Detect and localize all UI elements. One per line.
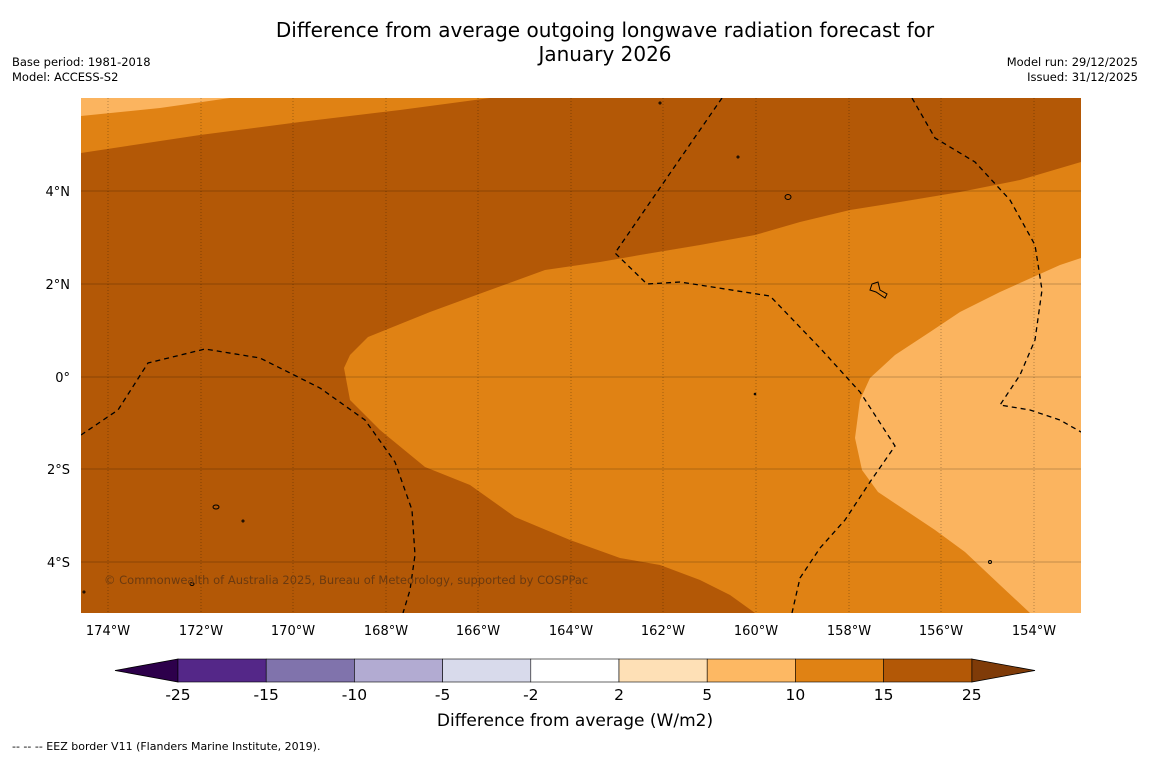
model-name: Model: ACCESS-S2 <box>12 70 119 84</box>
colorbar-tick-label: -25 <box>165 686 190 704</box>
colorbar-segment <box>530 658 620 683</box>
issued-date: Issued: 31/12/2025 <box>1027 70 1138 84</box>
lon-axis: 174°W 172°W 170°W 168°W 166°W 164°W 162°… <box>86 624 1056 639</box>
lon-label-168w: 168°W <box>364 624 408 639</box>
title-line-2: January 2026 <box>538 42 672 66</box>
lon-label-154w: 154°W <box>1012 624 1056 639</box>
anomaly-region-5-10-north <box>81 98 230 116</box>
eez-borders <box>81 98 1081 613</box>
meta-right: Model run: 29/12/2025 Issued: 31/12/2025 <box>1007 55 1138 85</box>
colorbar-tick-label: 15 <box>874 686 894 704</box>
copyright-notice: © Commonwealth of Australia 2025, Bureau… <box>104 573 588 587</box>
eez-legend-note: -- -- -- EEZ border V11 (Flanders Marine… <box>12 740 321 753</box>
colorbar-segment <box>177 658 267 683</box>
colorbar-segment <box>265 658 355 683</box>
meta-left: Base period: 1981-2018 Model: ACCESS-S2 <box>12 55 151 85</box>
chart-title: Difference from average outgoing longwav… <box>0 18 1150 66</box>
base-period: Base period: 1981-2018 <box>12 55 151 69</box>
lat-axis: 4°N 2°N 0° 2°S 4°S <box>46 185 71 571</box>
colorbar-label: Difference from average (W/m2) <box>437 711 713 731</box>
lat-label-0: 0° <box>55 371 70 386</box>
lon-label-164w: 164°W <box>549 624 593 639</box>
islands <box>82 101 992 594</box>
colorbar-extend-high <box>971 658 1036 683</box>
lon-label-160w: 160°W <box>734 624 778 639</box>
model-run: Model run: 29/12/2025 <box>1006 55 1138 69</box>
lon-label-166w: 166°W <box>456 624 500 639</box>
colorbar-segment <box>883 658 973 683</box>
colorbar-tick-label: -2 <box>523 686 538 704</box>
lon-label-156w: 156°W <box>919 624 963 639</box>
anomaly-region-10-15-north <box>81 98 490 153</box>
lon-label-162w: 162°W <box>641 624 685 639</box>
colorbar-tick-label: -10 <box>342 686 367 704</box>
lon-label-170w: 170°W <box>271 624 315 639</box>
graticule-lat <box>81 190 1081 563</box>
colorbar-segment <box>795 658 884 683</box>
lon-label-174w: 174°W <box>86 624 130 639</box>
lat-label-4n: 4°N <box>46 185 71 200</box>
lon-label-158w: 158°W <box>827 624 871 639</box>
colorbar-tick-label: -15 <box>254 686 279 704</box>
lon-label-172w: 172°W <box>179 624 223 639</box>
graticule <box>107 98 1035 613</box>
colorbar-segment <box>354 658 443 683</box>
colorbar-segment <box>706 658 796 683</box>
map-panel: © Commonwealth of Australia 2025, Bureau… <box>81 98 1081 613</box>
colorbar-segment <box>442 658 532 683</box>
colorbar: -25 -15 -10 -5 -2 2 5 10 15 25 <box>114 658 1036 704</box>
colorbar-tick-label: 2 <box>614 686 624 704</box>
colorbar-extend-low <box>114 658 179 683</box>
anomaly-region-5-10 <box>855 258 1081 613</box>
colorbar-tick-label: 25 <box>962 686 982 704</box>
title-line-1: Difference from average outgoing longwav… <box>275 18 935 42</box>
colorbar-segment <box>618 658 708 683</box>
colorbar-tick-label: -5 <box>435 686 450 704</box>
colorbar-tick-label: 5 <box>702 686 712 704</box>
lat-label-2s: 2°S <box>47 463 70 478</box>
colorbar-tick-label: 10 <box>786 686 806 704</box>
lat-label-4s: 4°S <box>47 556 70 571</box>
lat-label-2n: 2°N <box>46 278 71 293</box>
